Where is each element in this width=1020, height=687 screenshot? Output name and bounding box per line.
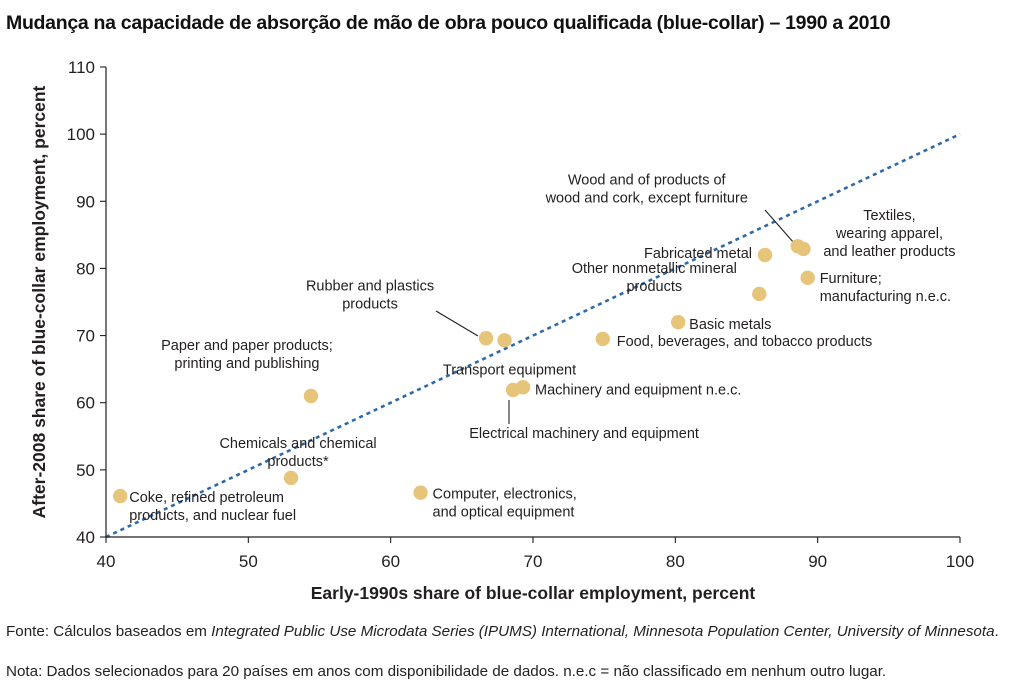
x-tick-label: 70 (524, 552, 543, 571)
point-label: Basic metals (689, 317, 771, 333)
source-suffix: . (994, 623, 999, 640)
source-prefix: Fonte: Cálculos baseados em (6, 623, 212, 640)
point-label: Chemicals and chemical products* (219, 436, 376, 470)
data-point (497, 333, 512, 348)
x-tick-label: 50 (239, 552, 258, 571)
y-tick-label: 80 (76, 259, 95, 278)
y-axis-title: After-2008 share of blue-collar employme… (29, 85, 49, 518)
data-point (757, 247, 773, 263)
data-point (478, 331, 494, 346)
point-label: Machinery and equipment n.e.c. (535, 382, 741, 398)
data-point (796, 241, 811, 257)
y-tick-label: 100 (67, 125, 95, 144)
reference-line-layer (105, 132, 961, 539)
y-tick-label: 110 (68, 58, 95, 77)
data-point (670, 314, 686, 330)
point-labels: Coke, refined petroleum products, and nuc… (129, 172, 955, 524)
x-tick-label: 80 (666, 552, 685, 571)
data-point (303, 388, 319, 404)
point-label: Rubber and plastics products (306, 278, 434, 312)
reference-diagonal-line (105, 132, 961, 539)
data-point (595, 331, 610, 347)
y-tick-label: 40 (76, 528, 95, 547)
y-tick-label: 70 (76, 327, 95, 346)
data-point (113, 488, 128, 504)
data-point (515, 380, 531, 395)
point-label: Wood and of products of wood and cork, ex… (545, 172, 748, 206)
data-point (283, 470, 299, 486)
source-note: Fonte: Cálculos baseados em Integrated P… (6, 622, 1011, 641)
y-tick-label: 60 (76, 394, 95, 413)
leader-lines (435, 209, 795, 424)
source-italic: Integrated Public Use Microdata Series (… (211, 623, 995, 640)
point-label: Textiles, wearing apparel, and leather pro… (823, 208, 955, 260)
y-tick-label: 90 (76, 192, 95, 211)
x-tick-label: 40 (97, 552, 116, 571)
point-label: Food, beverages, and tobacco products (617, 334, 873, 350)
point-label: Electrical machinery and equipment (469, 426, 699, 442)
point-label: Furniture; manufacturing n.e.c. (820, 271, 951, 305)
x-axis-title: Early-1990s share of blue-collar employm… (311, 583, 756, 603)
point-label: Computer, electronics, and optical equipm… (433, 487, 577, 521)
leader-line-wood (764, 209, 795, 244)
y-tick-label: 50 (76, 461, 95, 480)
leader-line-rubber (435, 310, 479, 337)
x-tick-label: 100 (946, 552, 974, 571)
data-point (413, 485, 428, 500)
point-label: Paper and paper products; printing and pu… (161, 338, 333, 372)
data-point (752, 286, 767, 302)
x-tick-label: 60 (381, 552, 400, 571)
point-label: Coke, refined petroleum products, and nuc… (129, 490, 296, 524)
data-point (800, 270, 815, 286)
footnote: Nota: Dados selecionados para 20 países … (6, 663, 887, 680)
point-label: Transport equipment (443, 362, 576, 378)
point-label: Fabricated metal (644, 246, 752, 262)
data-points (113, 239, 815, 504)
x-tick-label: 90 (808, 552, 827, 571)
chart-title: Mudança na capacidade de absorção de mão… (6, 12, 891, 34)
ticks: 40 50 60 70 80 90 100 40 50 60 70 80 90 100 110 (67, 58, 975, 571)
point-label: Other nonmetallic mineral products (572, 261, 737, 295)
